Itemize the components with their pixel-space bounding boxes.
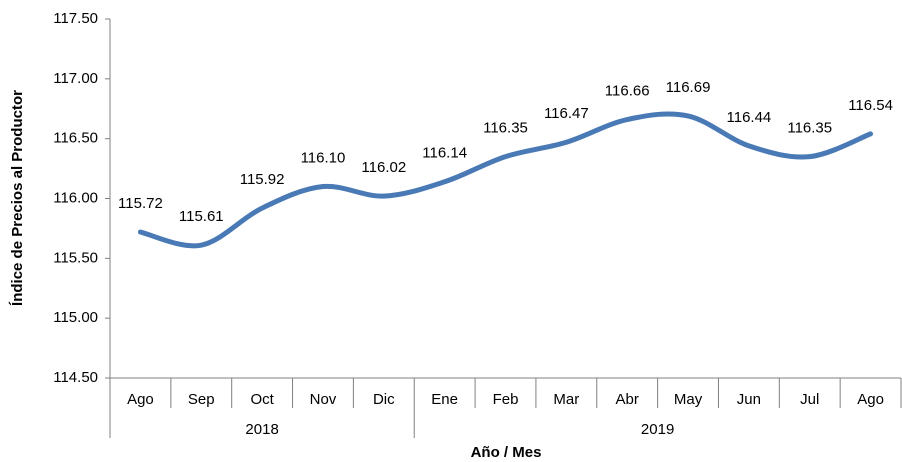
x-tick-label: Ago (857, 391, 884, 408)
x-tick-label: May (674, 391, 703, 408)
x-tick-label: Ene (431, 391, 458, 408)
x-tick-label: Oct (250, 391, 274, 408)
x-axis-title: Año / Mes (471, 444, 542, 461)
data-label: 115.92 (240, 171, 285, 188)
data-label: 116.69 (666, 79, 711, 96)
y-axis-title: Índice de Precios al Productor (9, 90, 26, 306)
x-tick-label: Jul (800, 391, 819, 408)
y-tick-label: 116.00 (53, 189, 98, 206)
y-tick-label: 115.50 (53, 249, 98, 266)
y-tick-label: 116.50 (53, 130, 98, 147)
x-tick-label: Nov (310, 391, 337, 408)
x-tick-label: Jun (737, 391, 761, 408)
data-label: 116.02 (361, 159, 406, 176)
data-label: 116.47 (544, 105, 589, 122)
y-tick-label: 115.00 (53, 309, 98, 326)
data-label: 116.14 (422, 145, 467, 162)
group-label: 2018 (245, 421, 278, 438)
x-tick-label: Dic (373, 391, 395, 408)
y-tick-label: 114.50 (53, 369, 98, 386)
data-label: 115.61 (179, 208, 224, 225)
data-label: 116.35 (787, 120, 832, 137)
y-tick-label: 117.50 (53, 10, 98, 27)
x-tick-label: Mar (553, 391, 579, 408)
data-label: 115.72 (118, 195, 163, 212)
data-label: 116.66 (605, 82, 650, 99)
x-tick-label: Feb (493, 391, 519, 408)
data-label: 116.35 (483, 120, 528, 137)
x-tick-label: Ago (127, 391, 154, 408)
data-label: 116.44 (727, 109, 772, 126)
line (137, 111, 874, 249)
x-tick-label: Sep (188, 391, 215, 408)
x-tick-label: Abr (616, 391, 639, 408)
data-label: 116.54 (848, 97, 893, 114)
data-label: 116.10 (301, 150, 346, 167)
y-tick-label: 117.00 (53, 70, 98, 87)
group-label: 2019 (641, 421, 674, 438)
